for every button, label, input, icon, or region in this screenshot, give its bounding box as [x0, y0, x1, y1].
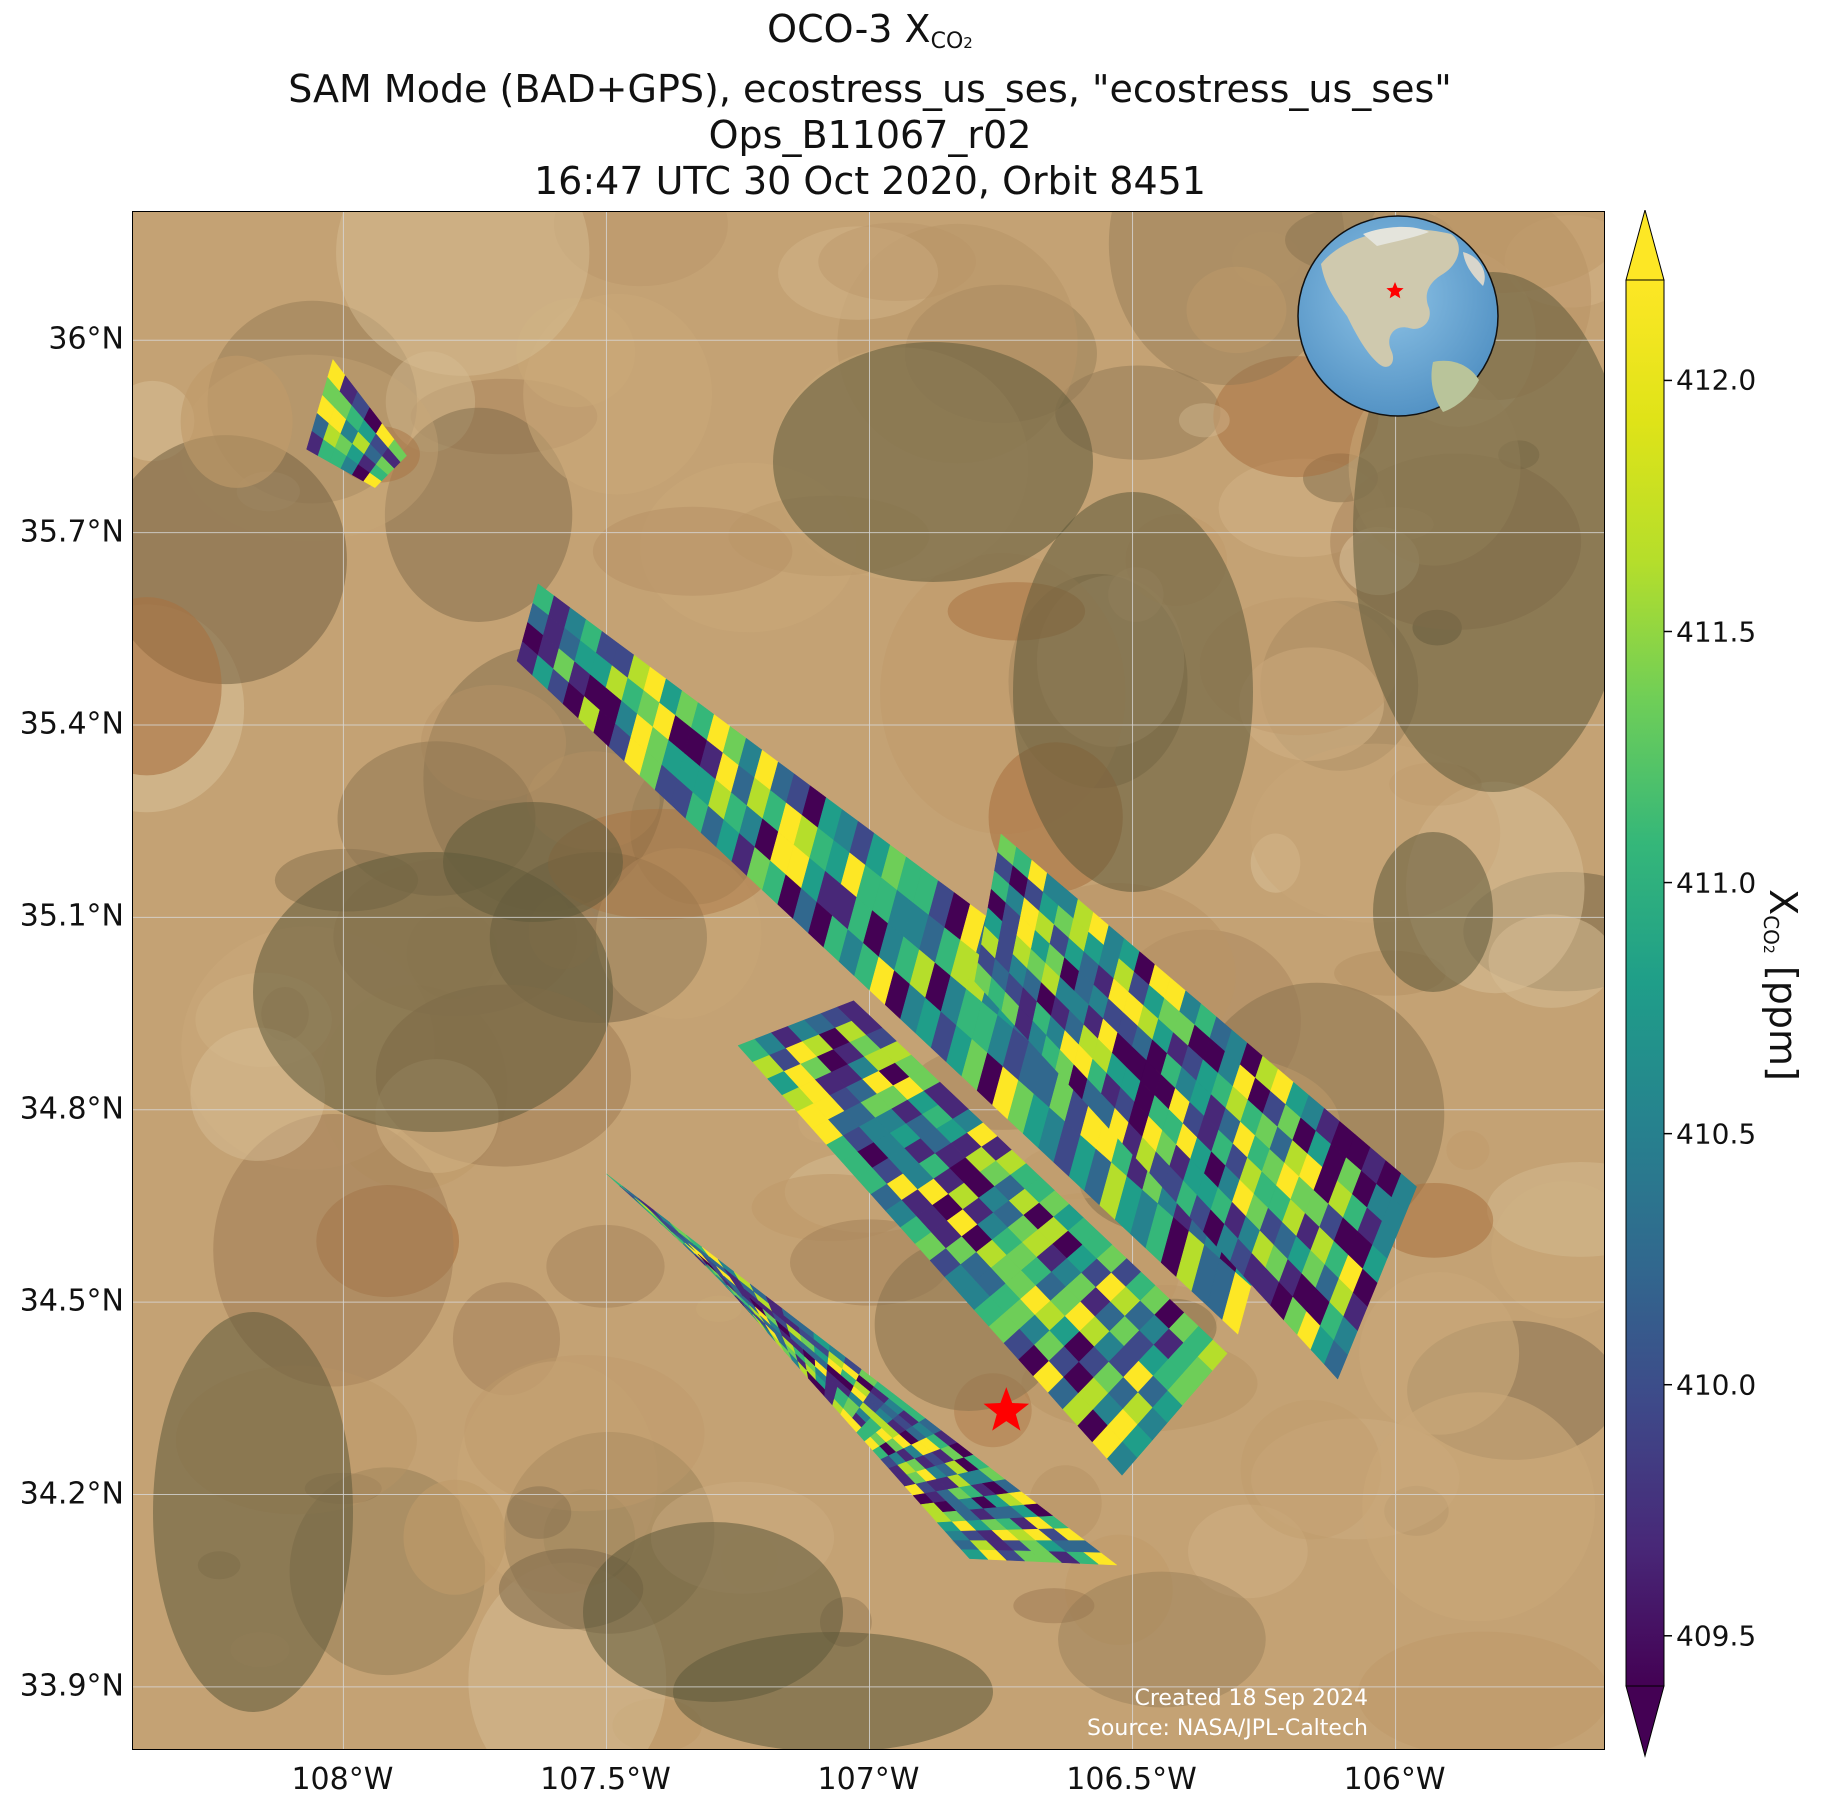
terrain-patch [1491, 1181, 1604, 1319]
globe-target-star-icon [1386, 282, 1404, 299]
terrain-patch [592, 506, 793, 596]
lon-tick-label: 106°W [1343, 1762, 1446, 1797]
xco2-soundings [306, 358, 1417, 1566]
terrain-patch [1362, 1392, 1596, 1622]
terrain-forest-patch [153, 1312, 353, 1712]
terrain-patch [778, 226, 939, 320]
terrain-patch [1178, 403, 1230, 438]
lat-tick-label: 34.2°N [19, 1476, 124, 1511]
terrain-patch [1188, 1504, 1308, 1599]
title-line-1: OCO-3 XCO2 [767, 7, 973, 54]
terrain-patch [1488, 914, 1604, 1008]
lat-tick-label: 33.9°N [19, 1668, 124, 1704]
lat-tick-label: 35.1°N [19, 898, 124, 934]
sounding-pixel [960, 1549, 989, 1560]
colorbar [1625, 210, 1672, 1758]
terrain-forest-patch [773, 342, 1093, 582]
swath-3 [974, 833, 1417, 1380]
terrain-patch [133, 597, 222, 776]
terrain-patch [1238, 647, 1384, 762]
terrain-patch [523, 293, 713, 495]
terrain-patch [546, 1224, 665, 1308]
terrain-patch [180, 355, 293, 488]
colorbar-tick-label: 409.5 [1676, 1619, 1757, 1653]
colorbar-extend-max [1625, 210, 1665, 281]
terrain-patch [384, 407, 573, 622]
terrain-patch [507, 1486, 572, 1539]
swath-1 [306, 358, 407, 489]
colorbar-gradient [1625, 279, 1665, 1687]
swath-5 [606, 1173, 1118, 1566]
terrain-patch [1446, 1130, 1490, 1170]
terrain-forest-patch [1373, 832, 1493, 992]
terrain-patch [1357, 1631, 1604, 1749]
terrain-patch [554, 212, 728, 287]
title-line-3: Ops_B11067_r02 [708, 113, 1032, 157]
colorbar-tick-label: 412.0 [1676, 363, 1757, 397]
colorbar-tick-label: 411.5 [1676, 615, 1757, 648]
terrain-forest-patch [443, 802, 623, 922]
figure-title: OCO-3 XCO2 SAM Mode (BAD+GPS), ecostress… [0, 6, 1740, 204]
terrain-patch [1108, 212, 1345, 386]
sounding-pixel [1222, 1271, 1252, 1335]
sounding-pixel [1106, 1441, 1138, 1476]
sounding-pixel [1324, 1340, 1348, 1380]
globe-greenland [1463, 252, 1485, 286]
terrain-patch [133, 380, 195, 462]
globe-south-america [1431, 360, 1479, 412]
title-line-4: 16:47 UTC 30 Oct 2020, Orbit 8451 [534, 159, 1206, 203]
colorbar-title: XCO2 [ppm] [1759, 889, 1805, 1081]
lat-tick-label: 34.8°N [19, 1091, 124, 1127]
target-star-icon [983, 1387, 1030, 1431]
lat-tick-label: 35.7°N [19, 514, 124, 550]
credit-source: Source: NASA/JPL-Caltech [1086, 1716, 1368, 1741]
title-line-2: SAM Mode (BAD+GPS), ecostress_us_ses, "e… [288, 67, 1452, 111]
map-panel[interactable]: Created 18 Sep 2024 Source: NASA/JPL-Cal… [132, 211, 1605, 1750]
lat-tick-label: 34.5°N [19, 1283, 124, 1319]
terrain-patch [1487, 1161, 1604, 1257]
terrain-patch [1013, 1588, 1095, 1624]
terrain-patch [1232, 231, 1301, 287]
terrain-patch [403, 1479, 507, 1595]
lat-tick-label: 35.4°N [19, 706, 124, 742]
terrain-patch [385, 351, 476, 453]
sounding-pixel [363, 472, 382, 489]
colorbar-extend-min [1625, 1685, 1665, 1758]
terrain-patch [595, 848, 762, 1020]
terrain-patch [464, 1355, 705, 1512]
credit-created: Created 18 Sep 2024 [1134, 1686, 1369, 1711]
terrain-patch [695, 1295, 742, 1323]
lon-tick-label: 107°W [817, 1762, 920, 1797]
terrain-patch [612, 1698, 702, 1749]
terrain-patch [457, 1361, 658, 1595]
lon-tick-label: 106.5°W [1066, 1762, 1197, 1797]
swath-4 [737, 1000, 1228, 1476]
inset-globe [1297, 215, 1499, 417]
terrain-patch [1240, 1399, 1382, 1540]
colorbar-ticks [1664, 379, 1672, 1637]
lon-tick-label: 108°W [291, 1762, 394, 1797]
terrain-patch [1250, 833, 1301, 893]
lon-tick-label: 107.5°W [540, 1762, 671, 1797]
globe-arctic [1363, 226, 1429, 246]
globe-star-shape [1386, 282, 1404, 299]
colorbar-tick-label: 411.0 [1676, 866, 1757, 900]
terrain-patch [336, 212, 590, 376]
terrain-patch [1058, 1571, 1266, 1708]
map-canvas [133, 212, 1604, 1749]
colorbar-tick-label: 410.5 [1676, 1117, 1757, 1151]
terrain-forest-patch [673, 1632, 993, 1749]
lat-tick-label: 36°N [48, 321, 124, 357]
terrain-patch [818, 222, 976, 301]
target-star-shape [983, 1387, 1030, 1431]
terrain-patch [1186, 266, 1287, 354]
basemap-terrain [133, 212, 1604, 1749]
terrain-patch [1055, 365, 1221, 460]
colorbar-tick-label: 410.0 [1676, 1368, 1757, 1402]
